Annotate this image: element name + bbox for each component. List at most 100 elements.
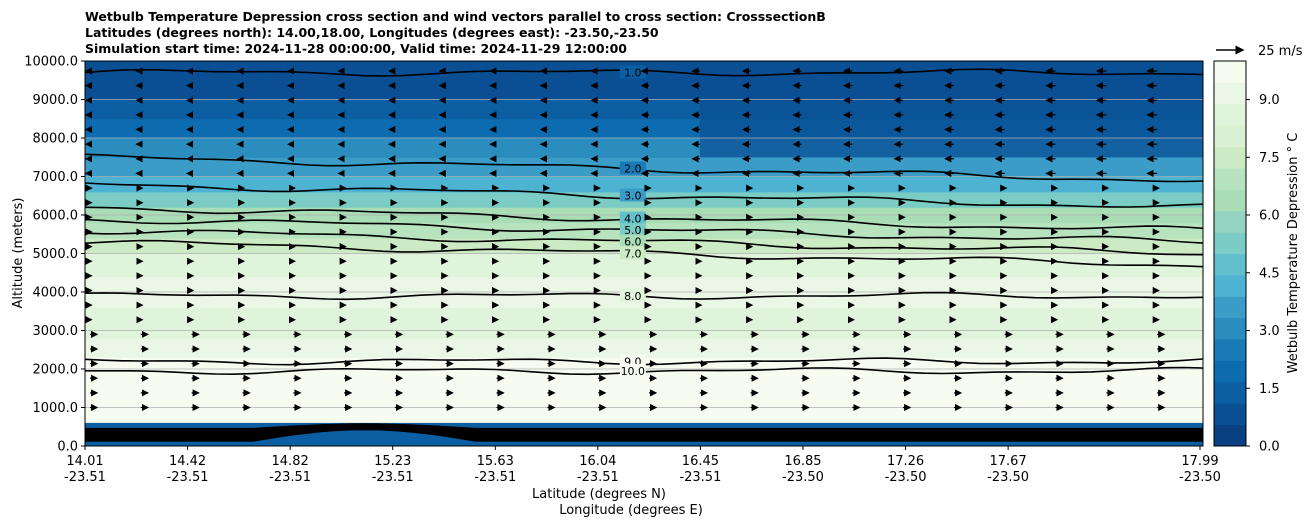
surface-contour-0 [85, 427, 1203, 442]
x-tick-lat-4: 15.63 [477, 454, 514, 469]
x-tick-lon-1: -23.51 [167, 470, 209, 485]
y-tick-label-4: 4000.0 [33, 286, 79, 301]
y-tick-label-9: 9000.0 [33, 93, 79, 108]
colorbar-segment-14 [1214, 125, 1246, 148]
x-tick-lat-7: 16.85 [784, 454, 821, 469]
x-tick-lon-8: -23.50 [885, 470, 927, 485]
colorbar-segment-10 [1214, 210, 1246, 233]
x-axis-label-secondary: Longitude (degrees E) [559, 503, 703, 518]
colorbar-tick-label-4: 6.0 [1259, 209, 1280, 224]
quiver-key-label: 25 m/s [1258, 44, 1303, 59]
colorbar-frame [1213, 60, 1247, 447]
x-tick-lat-6: 16.45 [682, 454, 719, 469]
colorbar-segment-16 [1214, 82, 1246, 105]
contour-label-7.0: 7.0 [624, 247, 642, 260]
x-axis-label: Latitude (degrees N) [532, 487, 666, 502]
colorbar-tick-label-0: 0.0 [1259, 440, 1280, 455]
y-tick-label-2: 2000.0 [33, 363, 79, 378]
colorbar-tick-label-3: 4.5 [1259, 266, 1280, 281]
surface-contours [85, 423, 1203, 442]
x-tick-lon-10: -23.50 [1179, 470, 1221, 485]
x-tick-lon-2: -23.51 [269, 470, 311, 485]
contour-label-3.0: 3.0 [624, 190, 642, 203]
y-axis-label: Altitude (meters) [11, 198, 26, 309]
colorbar: 0.0 1.5 3.0 4.5 6.0 7.5 9.0 [1213, 60, 1280, 455]
contour-label-4.0: 4.0 [624, 213, 642, 226]
quiver-key: 25 m/s [1216, 44, 1303, 59]
chart-subtitle-times: Simulation start time: 2024-11-28 00:00:… [85, 41, 627, 56]
x-tick-lon-3: -23.51 [372, 470, 414, 485]
colorbar-segment-17 [1214, 61, 1246, 83]
colorbar-tick-label-5: 7.5 [1259, 151, 1280, 166]
colorbar-tick-label-2: 3.0 [1259, 324, 1280, 339]
contour-label-8.0: 8.0 [624, 290, 642, 303]
colorbar-segment-13 [1214, 146, 1246, 169]
colorbar-segment-9 [1214, 232, 1246, 254]
x-tick-lon-9: -23.50 [987, 470, 1029, 485]
x-tick-lon-6: -23.51 [679, 470, 721, 485]
colorbar-segment-2 [1214, 381, 1246, 404]
surface-contour-4 [85, 423, 1203, 431]
field-band-3 [85, 307, 1203, 339]
y-tick-label-1: 1000.0 [33, 401, 79, 416]
contour-label-2.0: 2.0 [624, 163, 642, 176]
contour-lines: 1.02.03.04.05.06.07.08.09.010.0 [85, 65, 1203, 378]
x-tick-lon-0: -23.51 [64, 470, 106, 485]
colorbar-segment-3 [1214, 360, 1246, 383]
colorbar-segment-15 [1214, 103, 1246, 126]
x-tick-lat-0: 14.01 [66, 454, 103, 469]
contour-label-bg-1.0 [619, 65, 646, 79]
x-tick-lat-2: 14.82 [272, 454, 309, 469]
contour-label-1.0: 1.0 [624, 67, 642, 80]
colorbar-segment-11 [1214, 189, 1246, 212]
colorbar-segment-4 [1214, 339, 1246, 361]
contour-label-bg-8.0 [619, 288, 646, 302]
contour-label-6.0: 6.0 [624, 236, 642, 249]
y-tick-label-0: 0.0 [57, 440, 78, 455]
field-band-2 [85, 338, 1203, 358]
x-tick-lat-1: 14.42 [169, 454, 206, 469]
contour-label-5.0: 5.0 [624, 224, 642, 237]
contour-label-bg-3.0 [619, 188, 646, 202]
chart-subtitle-coords: Latitudes (degrees north): 14.00,18.00, … [85, 25, 659, 40]
x-tick-lat-3: 15.23 [374, 454, 411, 469]
contour-label-bg-2.0 [619, 161, 646, 175]
x-tick-lon-7: -23.50 [782, 470, 824, 485]
colorbar-segment-12 [1214, 167, 1246, 190]
colorbar-label: Wetbulb Temperature Depression ° C [1286, 133, 1301, 374]
contour-label-bg-4.0 [619, 211, 646, 225]
contour-label-10.0: 10.0 [621, 365, 646, 378]
y-tick-label-3: 3000.0 [33, 324, 79, 339]
y-tick-label-7: 7000.0 [33, 170, 79, 185]
y-tick-label-6: 6000.0 [33, 209, 79, 224]
colorbar-segment-6 [1214, 296, 1246, 319]
contour-label-bg-5.0 [619, 223, 646, 237]
x-tick-lat-9: 17.67 [990, 454, 1027, 469]
surface-contour-2 [85, 425, 1203, 437]
colorbar-tick-label-6: 9.0 [1259, 93, 1280, 108]
y-tick-label-10: 10000.0 [24, 55, 78, 70]
colorbar-segment-0 [1214, 424, 1246, 447]
x-tick-lat-5: 16.04 [579, 454, 616, 469]
colorbar-segment-5 [1214, 317, 1246, 340]
x-tick-lat-10: 17.99 [1181, 454, 1218, 469]
field-dry-region [699, 61, 1203, 158]
chart-title: Wetbulb Temperature Depression cross sec… [85, 9, 826, 24]
colorbar-segment-1 [1214, 403, 1246, 426]
surface-contour-1 [85, 426, 1203, 439]
y-tick-label-8: 8000.0 [33, 132, 79, 147]
wind-vectors [85, 67, 1166, 412]
contour-label-bg-10.0 [619, 363, 646, 377]
colorbar-tick-label-1: 1.5 [1259, 382, 1280, 397]
x-tick-lon-5: -23.51 [577, 470, 619, 485]
colorbar-segment-7 [1214, 274, 1246, 297]
x-tick-lat-8: 17.26 [887, 454, 924, 469]
axes: 0.0 1000.0 2000.0 3000.0 4000.0 5000.0 6000.0 7… [24, 55, 1221, 486]
contour-label-bg-6.0 [619, 234, 646, 248]
contour-label-bg-7.0 [619, 246, 646, 260]
y-tick-label-5: 5000.0 [33, 247, 79, 262]
surface-contour-3 [85, 424, 1203, 434]
colorbar-segment-8 [1214, 253, 1246, 276]
